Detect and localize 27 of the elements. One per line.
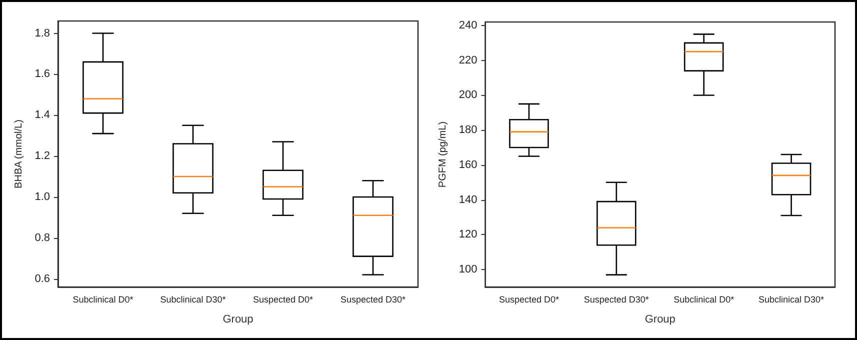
y-tick-label: 140 xyxy=(458,194,478,206)
y-tick-label: 100 xyxy=(458,264,478,276)
x-tick-label: Suspected D0* xyxy=(252,294,314,304)
x-tick-label: Subclinical D30* xyxy=(160,294,226,304)
y-tick-label: 1.2 xyxy=(34,150,50,162)
y-tick-label: 1.8 xyxy=(34,27,50,40)
x-tick-label: Suspected D30* xyxy=(584,294,650,304)
y-tick-label: 160 xyxy=(458,158,478,171)
y-axis-title: PGFM (pg/mL) xyxy=(438,121,448,188)
x-axis-title: Group xyxy=(644,314,676,326)
y-tick-label: 180 xyxy=(458,124,478,136)
y-tick-label: 220 xyxy=(458,54,478,66)
x-tick-label: Suspected D30* xyxy=(340,294,406,304)
x-tick-label: Subclinical D0* xyxy=(674,294,735,304)
x-tick-label: Subclinical D30* xyxy=(758,294,825,304)
y-tick-label: 200 xyxy=(458,89,478,102)
x-tick-label: Subclinical D0* xyxy=(72,294,134,304)
y-tick-label: 1.6 xyxy=(34,68,50,80)
x-tick-label: Suspected D0* xyxy=(498,294,560,304)
x-axis-title: Group xyxy=(222,314,254,326)
y-tick-label: 120 xyxy=(458,228,478,241)
y-tick-label: 1.4 xyxy=(34,109,50,122)
y-axis-title: BHBA (mmol/L) xyxy=(13,120,24,188)
y-tick-label: 0.8 xyxy=(34,232,50,244)
y-tick-label: 1.0 xyxy=(34,190,50,203)
y-tick-label: 240 xyxy=(458,19,478,32)
y-tick-label: 0.6 xyxy=(34,272,50,285)
